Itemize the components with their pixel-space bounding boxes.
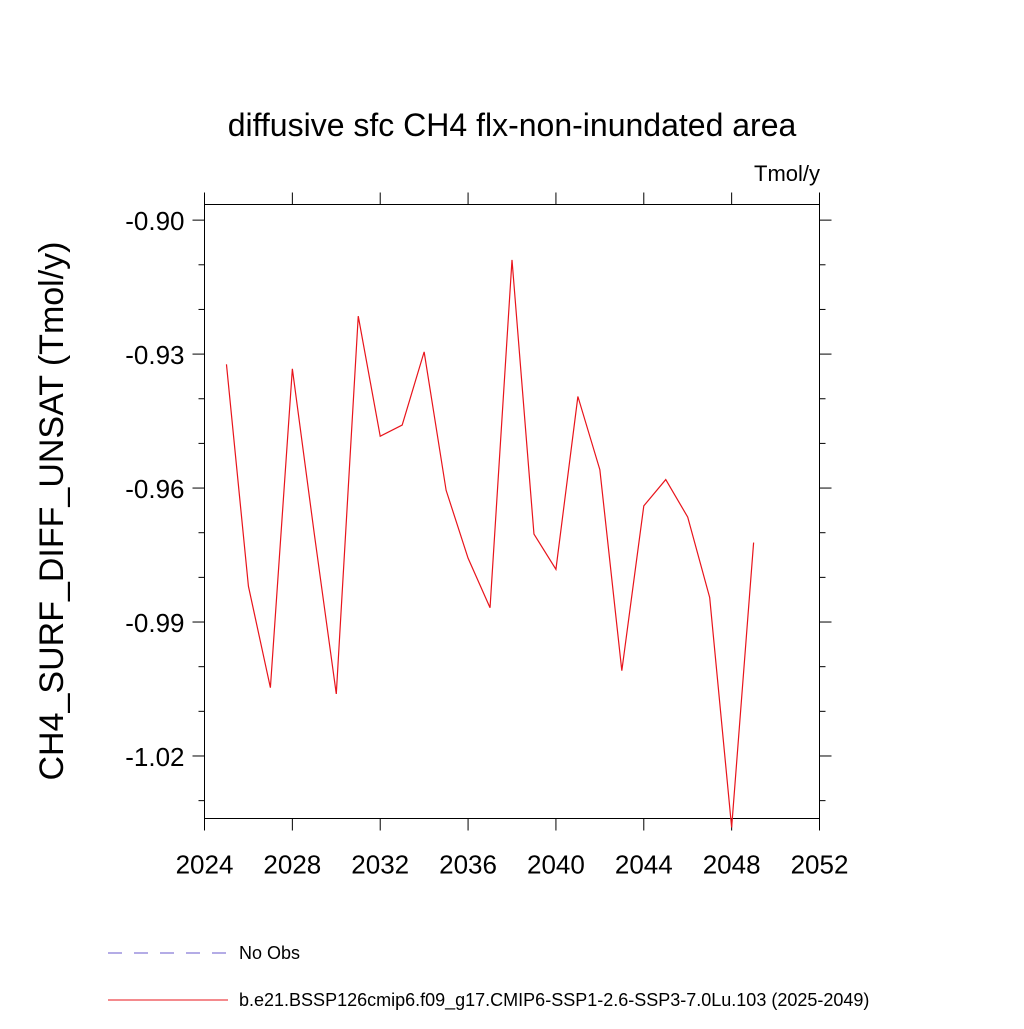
series-layer xyxy=(225,259,755,828)
x-tick-label: 2044 xyxy=(615,850,673,880)
y-tick-label: -0.90 xyxy=(125,206,184,236)
units-label: Tmol/y xyxy=(754,161,820,186)
y-axis-label: CH4_SURF_DIFF_UNSAT (Tmol/y) xyxy=(33,241,71,780)
x-tick-label: 2028 xyxy=(263,850,321,880)
x-tick-label: 2040 xyxy=(527,850,585,880)
chart-title: diffusive sfc CH4 flx-non-inundated area xyxy=(228,107,797,143)
legend-label: b.e21.BSSP126cmip6.f09_g17.CMIP6-SSP1-2.… xyxy=(239,990,869,1011)
x-tick-label: 2052 xyxy=(791,850,849,880)
legend-label: No Obs xyxy=(239,943,300,963)
plot-frame xyxy=(204,204,820,819)
y-axis-ticks: -0.90 -0.93 -0.96 -0.99 -1.02 xyxy=(125,206,832,802)
x-tick-label: 2032 xyxy=(351,850,409,880)
y-tick-label: -1.02 xyxy=(125,742,184,772)
y-tick-label: -0.99 xyxy=(125,608,184,638)
x-tick-label: 2048 xyxy=(703,850,761,880)
x-tick-label: 2024 xyxy=(176,850,234,880)
x-tick-label: 2036 xyxy=(439,850,497,880)
y-tick-label: -0.93 xyxy=(125,340,184,370)
series-line xyxy=(225,259,755,828)
legend: No Obs b.e21.BSSP126cmip6.f09_g17.CMIP6-S… xyxy=(108,943,869,1011)
y-tick-label: -0.96 xyxy=(125,474,184,504)
x-axis-ticks: 2024 2028 2032 2036 2040 2044 2048 2052 xyxy=(176,192,849,880)
